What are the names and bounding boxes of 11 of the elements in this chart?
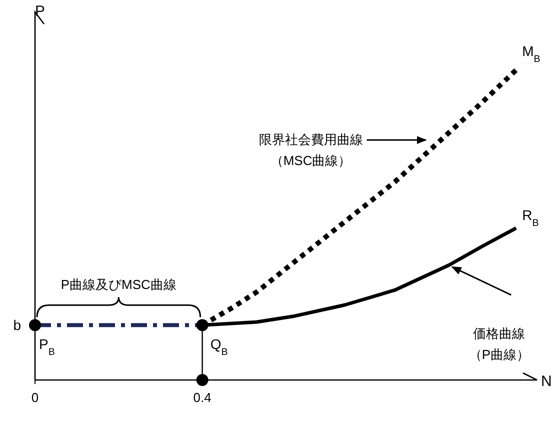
annotation: P$_{B}$ <box>39 336 55 358</box>
xlabel: N <box>541 373 552 390</box>
annotation: b <box>13 317 21 334</box>
annotation: R$_{B}$ <box>522 207 539 229</box>
xtick: 0.4 <box>193 390 212 405</box>
annotation: 限界社会費用曲線（MSC曲線） <box>258 132 363 168</box>
annotation: Q$_{B}$ <box>210 336 228 358</box>
annotation: P曲線及びMSC曲線 <box>60 277 176 292</box>
xtick: 0 <box>31 390 39 405</box>
annotation: M$_{B}$ <box>522 43 540 64</box>
annotation: 価格曲線（P曲線） <box>468 326 530 362</box>
